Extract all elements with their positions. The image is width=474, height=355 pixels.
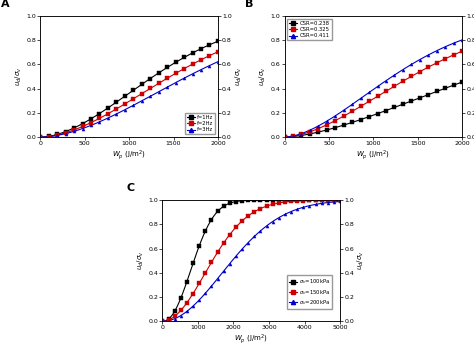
Y-axis label: $u_d/\sigma_v$: $u_d/\sigma_v$ <box>136 251 146 271</box>
Y-axis label: $u_d/\sigma_v$: $u_d/\sigma_v$ <box>14 67 24 86</box>
Text: A: A <box>1 0 10 9</box>
X-axis label: $W_p$ (J/m$^2$): $W_p$ (J/m$^2$) <box>356 148 390 162</box>
X-axis label: $W_p$ (J/m$^2$): $W_p$ (J/m$^2$) <box>112 148 146 162</box>
Y-axis label: $u_d/\sigma_v$: $u_d/\sigma_v$ <box>234 67 244 86</box>
X-axis label: $W_p$ (J/m$^2$): $W_p$ (J/m$^2$) <box>234 333 268 346</box>
Y-axis label: $u_d/\sigma_v$: $u_d/\sigma_v$ <box>258 67 268 86</box>
Text: C: C <box>127 183 135 193</box>
Text: B: B <box>246 0 254 9</box>
Y-axis label: $u_d/\sigma_v$: $u_d/\sigma_v$ <box>356 251 366 271</box>
Legend: $\sigma_v$=100kPa, $\sigma_v$=150kPa, $\sigma_v$=200kPa: $\sigma_v$=100kPa, $\sigma_v$=150kPa, $\… <box>287 275 332 309</box>
Legend: CSR=0.238, CSR=0.325, CSR=0.411: CSR=0.238, CSR=0.325, CSR=0.411 <box>287 18 331 40</box>
Legend: f=1Hz, f=2Hz, f=3Hz: f=1Hz, f=2Hz, f=3Hz <box>185 113 215 135</box>
